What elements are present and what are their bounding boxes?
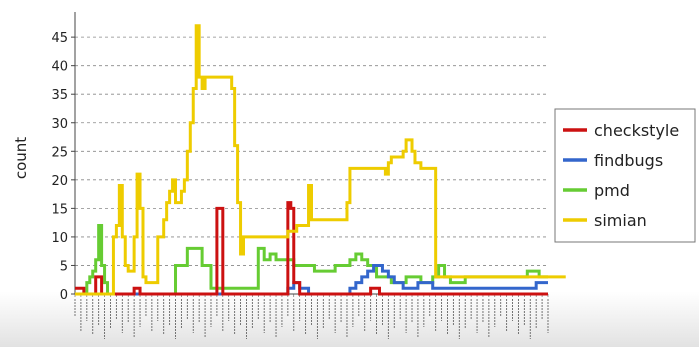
- series-line-simian: [75, 24, 566, 296]
- y-axis-label: count: [12, 137, 30, 179]
- legend-label-findbugs: findbugs: [594, 151, 663, 170]
- y-tick-label: 30: [51, 117, 68, 132]
- gridlines: [75, 36, 548, 266]
- y-tick-label: 45: [51, 31, 68, 46]
- series-lines: [75, 24, 566, 296]
- y-tick-label: 25: [51, 145, 68, 160]
- y-axis: 0 5 10 15 20 25 30 35 40 45: [51, 12, 76, 303]
- y-tick-label: 20: [51, 174, 68, 189]
- y-tick-label: 15: [51, 202, 68, 217]
- y-tick-label: 35: [51, 88, 68, 103]
- x-axis: [74, 293, 549, 339]
- legend: checkstyle findbugs pmd simian: [554, 108, 696, 243]
- y-tick-label: 10: [51, 231, 68, 246]
- y-tick-label: 40: [51, 60, 68, 75]
- y-tick-label: 0: [60, 288, 68, 303]
- legend-label-pmd: pmd: [594, 181, 630, 200]
- legend-label-checkstyle: checkstyle: [594, 121, 679, 140]
- series-line-checkstyle: [75, 201, 548, 296]
- y-tick-label: 5: [60, 259, 68, 274]
- legend-label-simian: simian: [594, 211, 647, 230]
